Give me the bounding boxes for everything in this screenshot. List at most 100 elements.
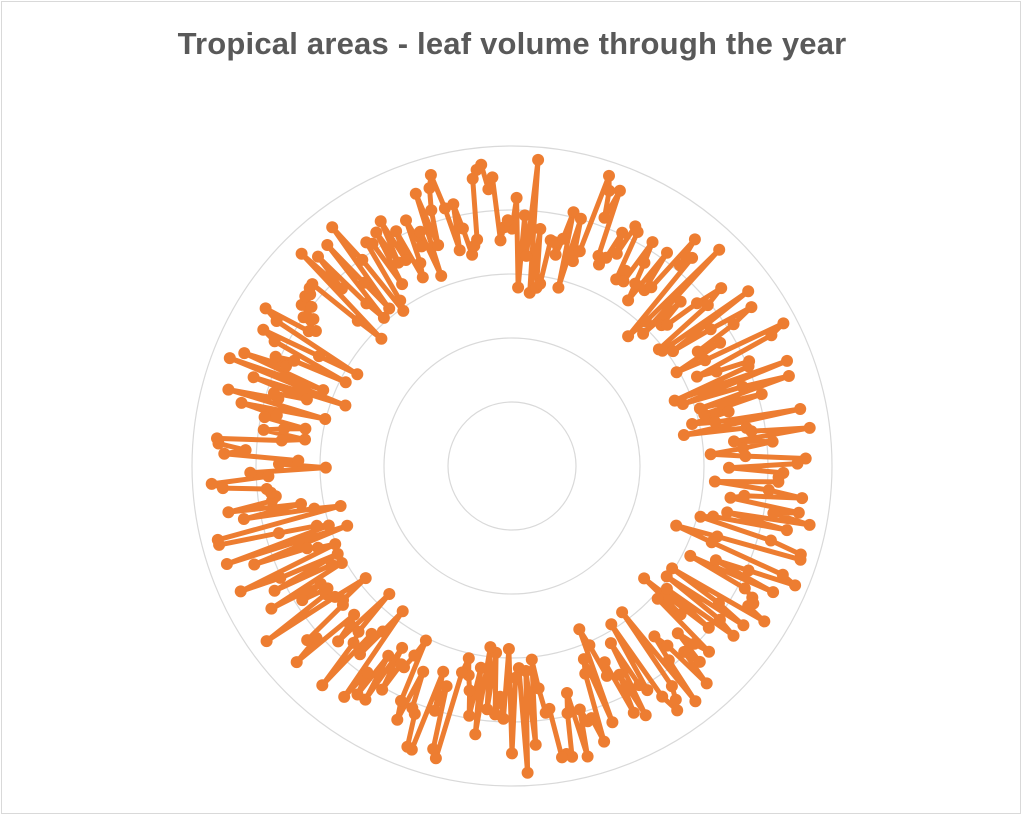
data-point-176 bbox=[556, 751, 568, 764]
data-point-18 bbox=[566, 255, 579, 268]
data-point-13 bbox=[549, 248, 562, 261]
data-point-184 bbox=[512, 662, 525, 675]
data-point-100 bbox=[796, 492, 809, 505]
data-point-326 bbox=[335, 282, 348, 295]
data-point-86 bbox=[803, 421, 816, 434]
data-point-148 bbox=[616, 606, 629, 619]
data-point-110 bbox=[764, 534, 777, 547]
data-point-316 bbox=[307, 313, 320, 326]
data-point-267 bbox=[237, 513, 250, 525]
data-point-221 bbox=[351, 688, 364, 701]
data-point-192 bbox=[481, 703, 494, 716]
data-point-285 bbox=[275, 434, 288, 447]
data-point-322 bbox=[306, 278, 319, 291]
data-point-10 bbox=[534, 277, 547, 290]
grid-ring-1 bbox=[447, 401, 577, 531]
chart-title: Tropical areas - leaf volume through the… bbox=[177, 26, 847, 61]
data-point-161 bbox=[600, 669, 613, 682]
data-point-235 bbox=[290, 656, 303, 669]
data-point-178 bbox=[539, 706, 552, 719]
data-point-324 bbox=[375, 332, 388, 345]
data-point-339 bbox=[396, 278, 409, 291]
data-point-21 bbox=[603, 184, 616, 197]
data-point-323 bbox=[351, 314, 364, 327]
data-point-250 bbox=[268, 584, 281, 597]
data-point-366 bbox=[482, 183, 495, 196]
data-point-300 bbox=[223, 352, 236, 365]
data-point-293 bbox=[319, 413, 332, 425]
data-point-329 bbox=[377, 311, 390, 324]
data-point-279 bbox=[273, 458, 285, 470]
data-point-129 bbox=[737, 619, 750, 632]
data-point-309 bbox=[313, 350, 325, 363]
data-point-38 bbox=[661, 246, 673, 259]
data-point-159 bbox=[627, 706, 640, 719]
data-point-336 bbox=[394, 294, 407, 307]
data-point-125 bbox=[742, 600, 755, 612]
data-point-357 bbox=[453, 244, 466, 257]
data-point-98 bbox=[708, 475, 721, 488]
data-point-61 bbox=[691, 345, 704, 358]
data-point-240 bbox=[359, 572, 372, 585]
data-point-343 bbox=[399, 254, 412, 266]
data-point-359 bbox=[456, 222, 469, 235]
data-point-87 bbox=[728, 435, 740, 448]
data-point-256 bbox=[301, 542, 314, 555]
data-point-368 bbox=[494, 234, 507, 247]
data-point-193 bbox=[484, 641, 497, 654]
data-point-169 bbox=[581, 715, 594, 728]
data-point-365 bbox=[475, 158, 488, 171]
data-point-311 bbox=[270, 315, 283, 327]
data-point-164 bbox=[606, 716, 619, 729]
data-point-167 bbox=[598, 735, 611, 748]
data-point-62 bbox=[714, 336, 727, 349]
data-point-201 bbox=[429, 752, 442, 765]
data-point-108 bbox=[707, 510, 720, 523]
data-point-358 bbox=[447, 198, 460, 211]
data-point-173 bbox=[561, 707, 574, 720]
data-point-163 bbox=[573, 623, 586, 636]
data-point-306 bbox=[339, 376, 352, 389]
data-point-41 bbox=[688, 233, 701, 246]
data-point-181 bbox=[529, 738, 542, 751]
data-point-45 bbox=[640, 315, 652, 328]
data-point-189 bbox=[494, 690, 507, 703]
data-point-255 bbox=[312, 541, 324, 554]
data-point-72 bbox=[781, 354, 793, 367]
data-point-257 bbox=[248, 558, 261, 571]
data-point-91 bbox=[739, 450, 752, 463]
data-point-43 bbox=[686, 251, 699, 264]
data-point-349 bbox=[414, 225, 427, 238]
data-point-141 bbox=[693, 655, 706, 668]
data-point-109 bbox=[694, 510, 707, 523]
data-point-228 bbox=[316, 679, 329, 692]
data-point-350 bbox=[435, 269, 448, 282]
data-point-345 bbox=[416, 271, 429, 284]
data-point-80 bbox=[686, 418, 699, 430]
data-point-347 bbox=[400, 214, 412, 227]
data-point-281 bbox=[218, 447, 231, 460]
data-point-131 bbox=[713, 613, 726, 626]
data-point-156 bbox=[604, 637, 617, 650]
data-point-152 bbox=[656, 690, 669, 703]
data-point-22 bbox=[598, 211, 611, 224]
data-point-299 bbox=[339, 399, 352, 412]
data-point-348 bbox=[415, 240, 428, 253]
data-point-310 bbox=[351, 368, 364, 381]
data-point-70 bbox=[742, 360, 755, 373]
data-point-118 bbox=[742, 564, 755, 577]
data-point-338 bbox=[366, 237, 379, 250]
data-point-60 bbox=[727, 318, 740, 331]
data-point-63 bbox=[670, 366, 683, 379]
data-point-85 bbox=[745, 425, 758, 438]
data-point-342 bbox=[374, 215, 387, 228]
data-point-291 bbox=[270, 409, 283, 422]
data-point-3 bbox=[512, 281, 525, 294]
data-point-327 bbox=[312, 250, 324, 263]
data-point-106 bbox=[721, 506, 734, 519]
data-point-51 bbox=[691, 297, 703, 310]
data-point-116 bbox=[776, 568, 789, 581]
data-point-318 bbox=[305, 300, 318, 313]
data-point-153 bbox=[605, 618, 618, 631]
data-point-149 bbox=[665, 680, 678, 693]
